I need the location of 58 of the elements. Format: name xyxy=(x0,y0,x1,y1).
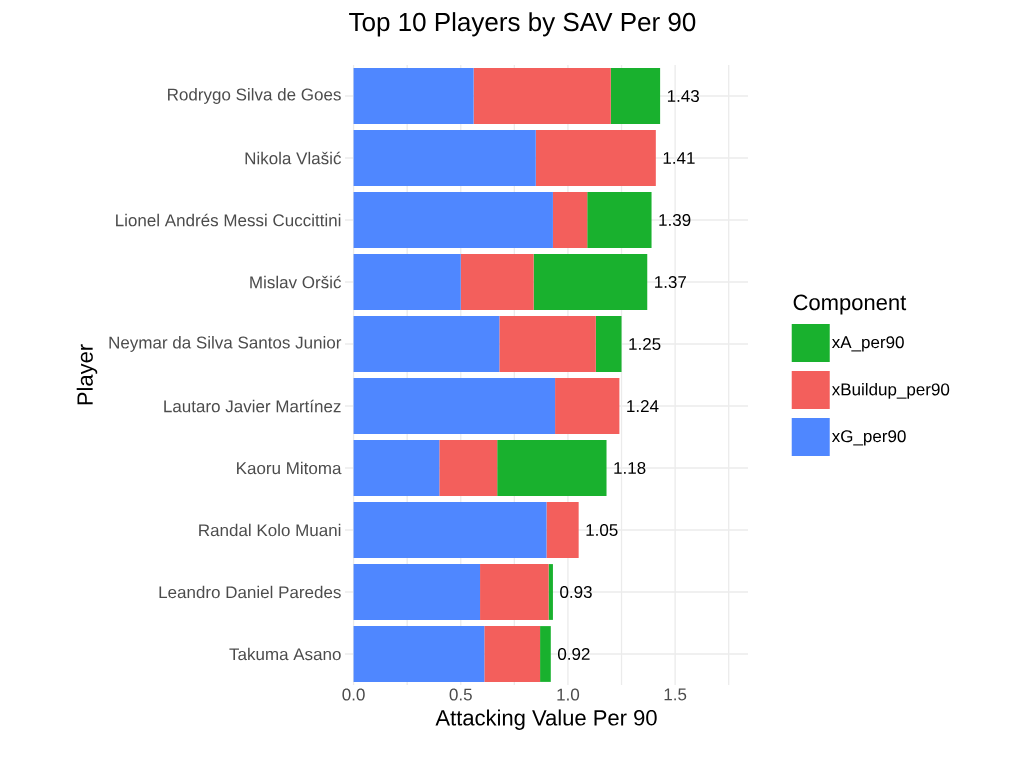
bar xyxy=(353,68,474,124)
bar xyxy=(546,502,579,558)
x-tick-label: 0.0 xyxy=(342,688,365,701)
bar xyxy=(480,564,549,620)
y-tick-label: Nikola Vlašić xyxy=(245,151,341,165)
y-tick-label: Randal Kolo Muani xyxy=(199,523,341,537)
bar xyxy=(587,192,652,248)
bar xyxy=(555,378,620,434)
bar xyxy=(353,130,536,186)
y-tick-label: Neymar da Silva Santos Junior xyxy=(109,336,342,352)
bar xyxy=(552,192,588,248)
y-tick-label: Takuma Asano xyxy=(229,647,341,661)
total-label: 1.18 xyxy=(614,461,646,475)
total-label: 1.05 xyxy=(586,523,618,537)
bar xyxy=(460,254,534,310)
bar xyxy=(540,626,551,682)
total-label: 1.43 xyxy=(667,89,699,103)
y-tick-label: Lautaro Javier Martínez xyxy=(164,399,341,413)
bar xyxy=(499,316,596,372)
bar xyxy=(353,502,547,558)
y-tick-label: Lionel Andrés Messi Cuccittini xyxy=(116,213,341,227)
y-tick-label: Rodrygo Silva de Goes xyxy=(168,88,341,104)
bar xyxy=(353,564,481,620)
chart-title: Top 10 Players by SAV Per 90 xyxy=(349,12,696,37)
total-label: 1.37 xyxy=(655,275,687,289)
total-label: 1.24 xyxy=(627,400,659,412)
total-label: 0.92 xyxy=(557,647,590,661)
x-tick-label: 1.5 xyxy=(664,688,687,701)
bar xyxy=(353,440,440,496)
bar xyxy=(353,316,500,372)
y-axis-title: Player xyxy=(76,344,98,405)
bar xyxy=(533,254,648,310)
bar xyxy=(535,130,656,186)
bar xyxy=(595,316,622,372)
legend-title: Component xyxy=(793,294,907,315)
bar xyxy=(484,626,541,682)
bar xyxy=(548,564,553,620)
legend-label: xG_per90 xyxy=(831,430,906,446)
x-tick-label: 1.0 xyxy=(557,688,580,701)
bar xyxy=(439,440,498,496)
total-label: 1.25 xyxy=(629,337,661,351)
y-tick-label: Mislav Oršić xyxy=(250,275,341,289)
bar xyxy=(610,68,661,124)
bar xyxy=(497,440,607,496)
total-label: 1.41 xyxy=(663,152,695,164)
x-tick-label: 0.5 xyxy=(449,688,472,701)
bar xyxy=(353,626,485,682)
x-axis-title: Attacking Value Per 90 xyxy=(435,709,657,730)
y-tick-label: Kaoru Mitoma xyxy=(237,461,342,475)
bar xyxy=(473,68,611,124)
bar xyxy=(353,378,556,434)
y-tick-label: Leandro Daniel Paredes xyxy=(159,585,341,599)
legend-label: xBuildup_per90 xyxy=(831,382,950,399)
legend-label: xA_per90 xyxy=(831,336,904,352)
total-label: 1.39 xyxy=(659,213,691,227)
total-label: 0.93 xyxy=(560,585,592,599)
bar xyxy=(353,254,461,310)
bar xyxy=(353,192,553,248)
